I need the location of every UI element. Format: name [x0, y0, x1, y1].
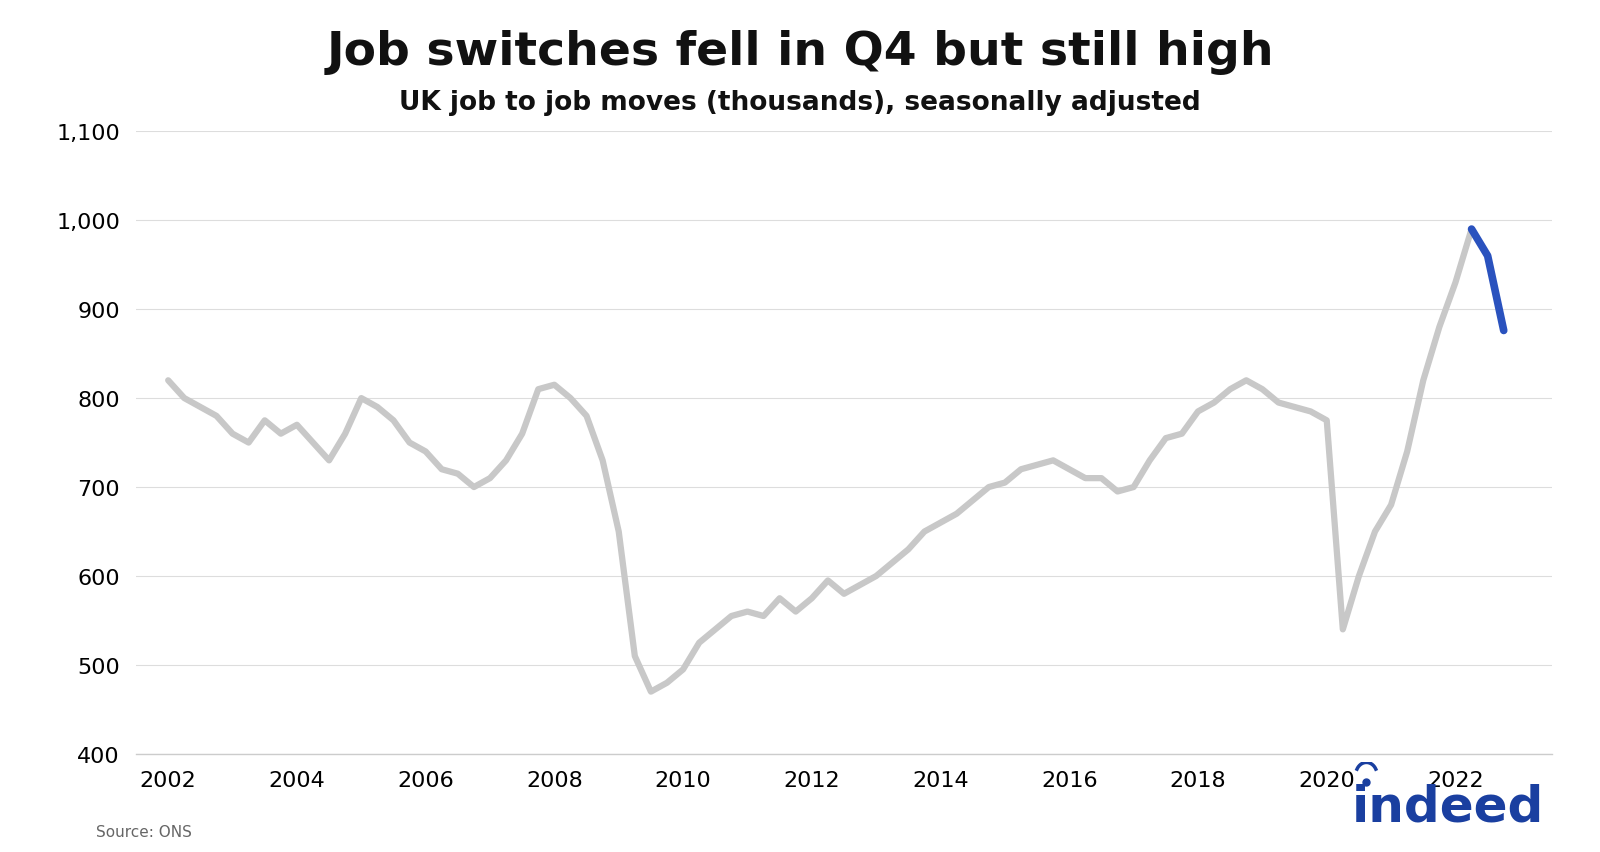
- Text: indeed: indeed: [1352, 783, 1544, 831]
- Text: Job switches fell in Q4 but still high: Job switches fell in Q4 but still high: [326, 30, 1274, 75]
- Text: UK job to job moves (thousands), seasonally adjusted: UK job to job moves (thousands), seasona…: [398, 89, 1202, 115]
- Text: Source: ONS: Source: ONS: [96, 824, 192, 839]
